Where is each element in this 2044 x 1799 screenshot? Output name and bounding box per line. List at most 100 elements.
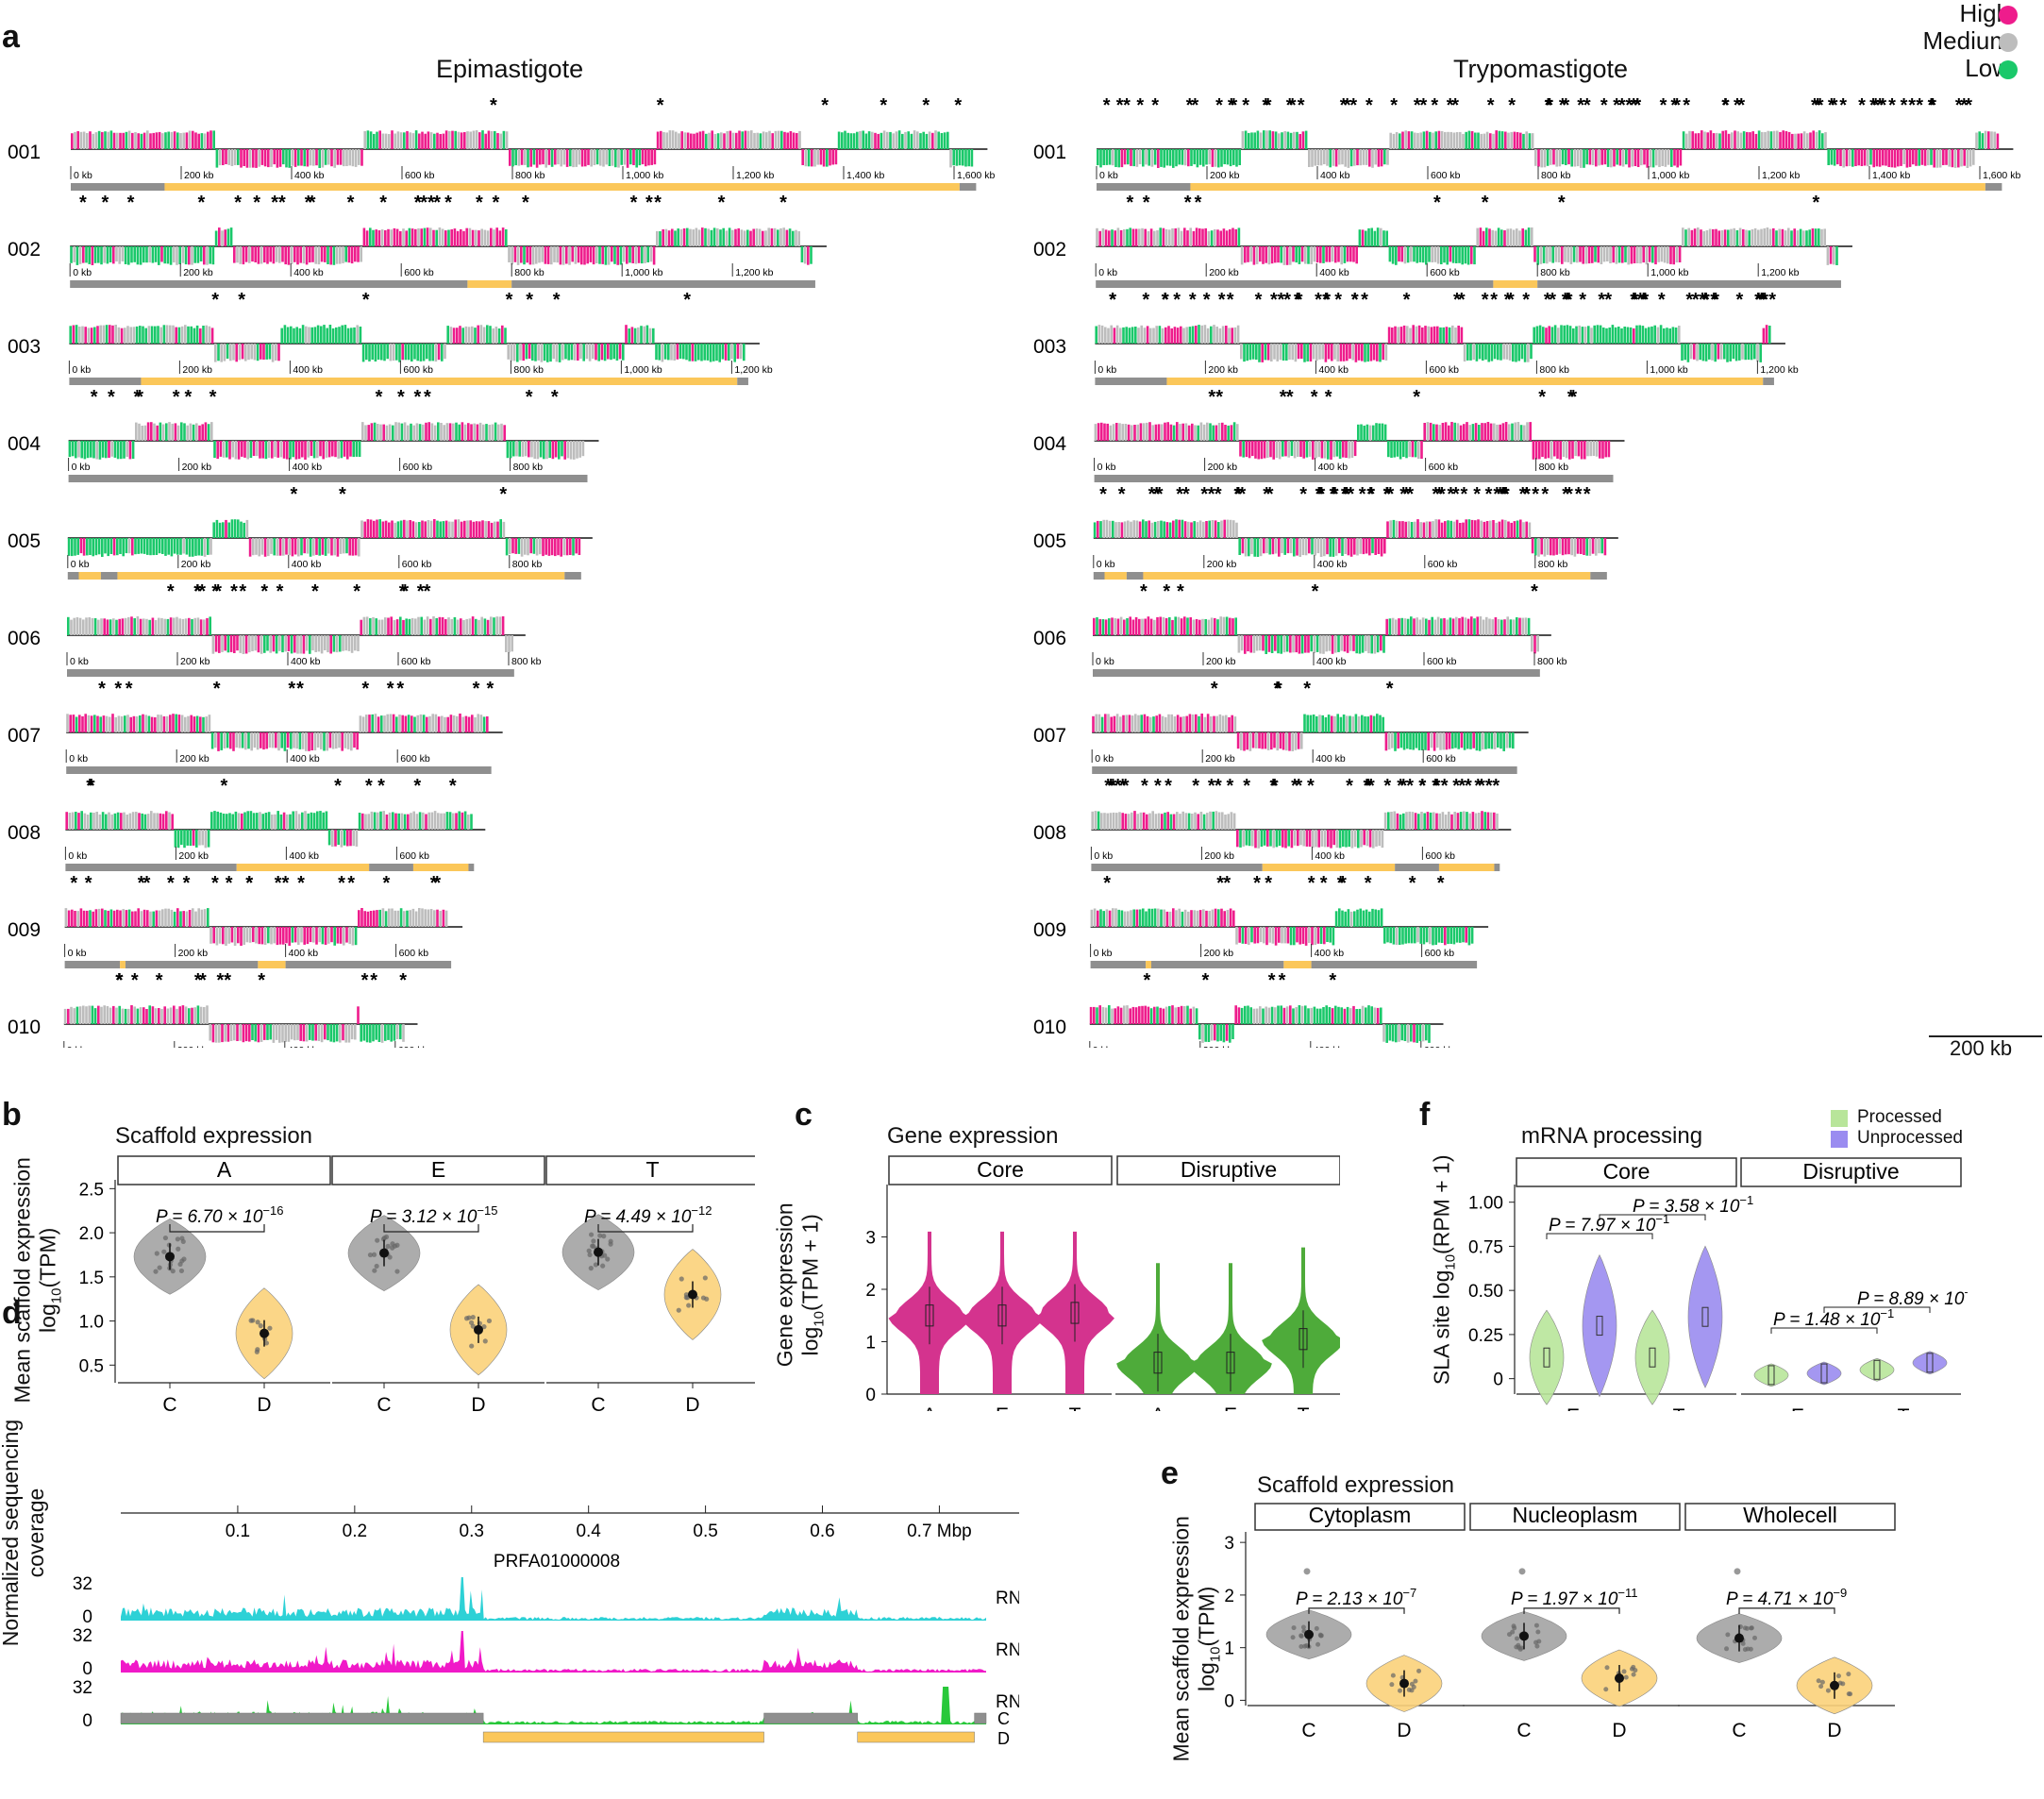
gene-block — [744, 130, 747, 149]
gene-block — [1225, 326, 1228, 344]
tick-label: 400 kb — [1318, 462, 1349, 473]
gene-block — [1256, 130, 1260, 149]
gene-block — [1580, 538, 1583, 554]
gene-block — [1259, 132, 1263, 149]
gene-block — [464, 715, 468, 732]
panel-b-title: Scaffold expression — [115, 1123, 313, 1149]
significance-star: * — [258, 970, 265, 991]
significance-star: * — [1768, 290, 1776, 311]
gene-block — [1316, 927, 1320, 944]
gene-block — [1474, 132, 1477, 149]
gene-block — [1121, 424, 1124, 441]
gene-block — [1682, 131, 1685, 149]
gene-block — [143, 814, 147, 830]
gene-block — [1560, 325, 1563, 344]
gene-block — [1282, 344, 1285, 361]
significance-star: * — [1685, 290, 1693, 311]
gene-block — [350, 635, 354, 653]
gene-block — [1368, 830, 1372, 848]
gene-block — [1463, 424, 1466, 441]
gene-block — [1240, 732, 1243, 750]
gene-block — [252, 149, 255, 168]
gene-block — [297, 927, 300, 946]
f-boxplot — [1701, 1306, 1709, 1327]
tick-label: 800 kb — [1541, 170, 1571, 181]
significance-star: * — [1227, 776, 1234, 797]
significance-star: * — [1441, 776, 1449, 797]
gene-block — [490, 616, 493, 635]
gene-block — [339, 635, 342, 652]
gene-block — [1374, 909, 1377, 927]
gene-block — [1319, 927, 1323, 944]
gene-block — [1426, 812, 1430, 830]
gene-block — [1234, 617, 1237, 635]
gene-block — [175, 714, 177, 732]
gene-block — [1757, 229, 1760, 246]
gene-block — [105, 715, 109, 732]
gene-block — [679, 228, 683, 246]
gene-block — [103, 1005, 106, 1024]
gene-block — [282, 927, 285, 945]
gene-block — [1343, 246, 1347, 263]
gene-block — [241, 441, 243, 457]
scaffold-label: 010 — [8, 1017, 41, 1038]
gene-block — [387, 1024, 390, 1040]
gene-block — [243, 522, 245, 538]
gene-block — [1288, 344, 1291, 360]
gene-block — [1222, 616, 1226, 635]
core-region — [67, 572, 79, 580]
gene-block — [955, 149, 959, 166]
b-point — [486, 1318, 493, 1324]
gene-block — [370, 811, 374, 830]
gene-block — [1186, 1005, 1189, 1024]
gene-block — [477, 230, 480, 246]
gene-block — [1165, 911, 1169, 927]
significance-star: * — [1632, 290, 1639, 311]
core-region — [1092, 766, 1517, 774]
gene-block — [1920, 149, 1924, 165]
gene-block — [376, 131, 378, 149]
gene-block — [131, 441, 135, 460]
gene-block — [1455, 519, 1459, 538]
gene-block — [330, 538, 333, 556]
gene-block — [1569, 246, 1573, 264]
gene-block — [419, 714, 423, 732]
gene-block — [170, 131, 174, 149]
gene-block — [449, 327, 453, 344]
c-facet-Core-box — [888, 1155, 1113, 1185]
gene-block — [1987, 131, 1990, 149]
gene-block — [1580, 441, 1583, 460]
gene-block — [1123, 619, 1126, 635]
gene-block — [448, 423, 452, 441]
gene-block — [224, 635, 226, 651]
gene-block — [612, 344, 615, 360]
gene-block — [191, 246, 193, 265]
significance-star: * — [1337, 873, 1345, 894]
gene-block — [434, 714, 438, 732]
significance-star: * — [1759, 290, 1767, 311]
gene-block — [322, 441, 325, 460]
gene-block — [479, 715, 483, 732]
f-boxplot — [1926, 1353, 1934, 1373]
gene-block — [1717, 344, 1720, 360]
gene-block — [161, 133, 164, 149]
gene-block — [822, 149, 826, 167]
gene-block — [1500, 131, 1504, 149]
gene-block — [1265, 635, 1267, 654]
gene-block — [121, 618, 125, 635]
gene-block — [1171, 227, 1174, 246]
gene-block — [378, 909, 381, 927]
significance-star: * — [1604, 290, 1612, 311]
gene-block — [271, 815, 274, 830]
panel-d-chart: 0.1 0.2 0.3 0.4 0.5 0.6 0.7 MbpPRFA01000008320… — [73, 1505, 1019, 1748]
gene-block — [1302, 830, 1305, 847]
core-region — [1150, 961, 1284, 968]
significance-star: * — [1473, 484, 1481, 505]
gene-block — [1756, 344, 1759, 362]
gene-block — [1195, 1008, 1198, 1024]
gene-block — [1528, 133, 1532, 149]
gene-block — [1272, 441, 1275, 460]
gene-block — [499, 133, 502, 149]
gene-block — [1287, 441, 1290, 458]
gene-block — [152, 911, 155, 927]
